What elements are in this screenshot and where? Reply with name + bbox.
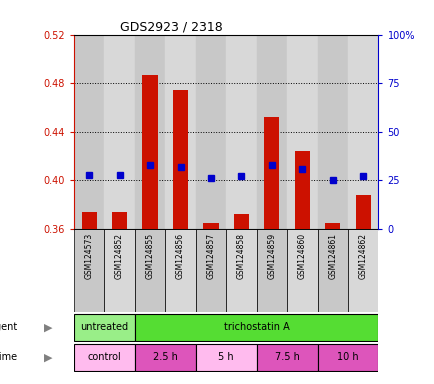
Bar xyxy=(135,344,195,371)
Text: 5 h: 5 h xyxy=(218,353,233,362)
Bar xyxy=(142,74,157,229)
Text: agent: agent xyxy=(0,322,17,332)
Bar xyxy=(165,229,195,312)
Bar xyxy=(294,151,309,229)
Bar xyxy=(195,35,226,229)
Bar xyxy=(74,229,104,312)
Bar xyxy=(195,229,226,312)
Text: time: time xyxy=(0,353,17,362)
Text: GSM124859: GSM124859 xyxy=(267,233,276,279)
Text: 7.5 h: 7.5 h xyxy=(274,353,299,362)
Bar xyxy=(347,35,378,229)
Bar xyxy=(203,223,218,229)
Bar xyxy=(195,344,256,371)
Bar xyxy=(347,229,378,312)
Bar xyxy=(226,229,256,312)
Bar xyxy=(263,117,279,229)
Bar xyxy=(74,314,135,341)
Bar xyxy=(104,35,135,229)
Bar xyxy=(104,229,135,312)
Bar xyxy=(317,35,347,229)
Bar xyxy=(165,35,195,229)
Bar xyxy=(355,195,370,229)
Text: GSM124573: GSM124573 xyxy=(85,233,93,280)
Text: GSM124860: GSM124860 xyxy=(297,233,306,279)
Bar xyxy=(135,35,165,229)
Bar xyxy=(256,35,286,229)
Bar xyxy=(233,214,248,229)
Bar xyxy=(172,91,187,229)
Bar xyxy=(286,35,317,229)
Bar xyxy=(112,212,127,229)
Bar xyxy=(256,344,317,371)
Text: GSM124852: GSM124852 xyxy=(115,233,124,279)
Bar xyxy=(74,35,104,229)
Text: GSM124862: GSM124862 xyxy=(358,233,367,279)
Text: GSM124857: GSM124857 xyxy=(206,233,215,279)
Text: GDS2923 / 2318: GDS2923 / 2318 xyxy=(119,20,222,33)
Text: GSM124856: GSM124856 xyxy=(176,233,184,279)
Bar xyxy=(286,229,317,312)
Bar xyxy=(317,344,378,371)
Text: untreated: untreated xyxy=(80,322,128,332)
Text: ▶: ▶ xyxy=(43,353,52,362)
Text: GSM124858: GSM124858 xyxy=(237,233,245,279)
Bar xyxy=(135,229,165,312)
Bar xyxy=(74,344,135,371)
Text: trichostatin A: trichostatin A xyxy=(223,322,289,332)
Text: GSM124861: GSM124861 xyxy=(328,233,336,279)
Text: GSM124855: GSM124855 xyxy=(145,233,154,279)
Text: control: control xyxy=(87,353,121,362)
Text: 2.5 h: 2.5 h xyxy=(152,353,178,362)
Bar xyxy=(256,229,286,312)
Bar xyxy=(226,35,256,229)
Text: 10 h: 10 h xyxy=(336,353,358,362)
Bar xyxy=(324,223,339,229)
Bar xyxy=(82,212,96,229)
Bar xyxy=(135,314,378,341)
Text: ▶: ▶ xyxy=(43,322,52,332)
Bar xyxy=(317,229,347,312)
